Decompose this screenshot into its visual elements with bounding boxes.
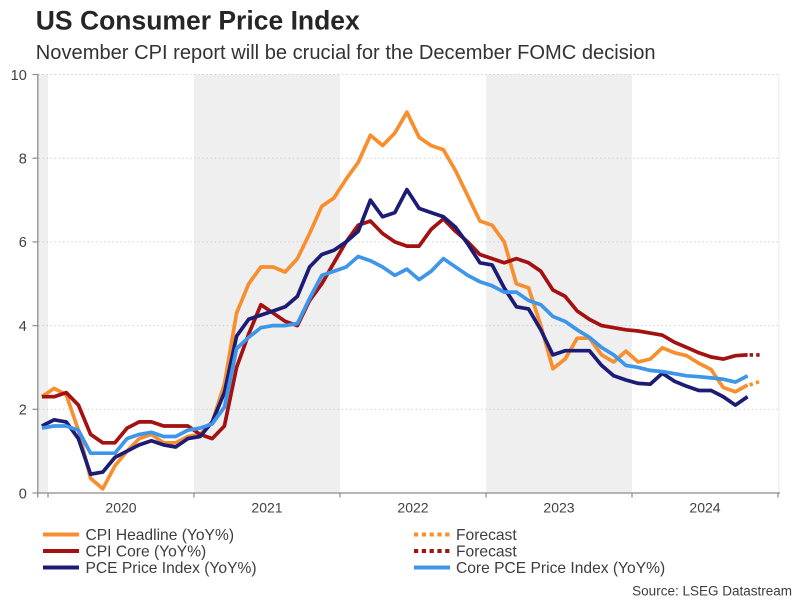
svg-text:8: 8 xyxy=(19,152,27,168)
svg-text:2021: 2021 xyxy=(251,500,282,516)
svg-text:Forecast: Forecast xyxy=(456,544,517,561)
svg-text:2023: 2023 xyxy=(543,500,574,516)
svg-text:Source: LSEG Datastream: Source: LSEG Datastream xyxy=(632,584,792,599)
svg-text:4: 4 xyxy=(19,319,27,335)
svg-text:2024: 2024 xyxy=(689,500,720,516)
svg-text:2020: 2020 xyxy=(105,500,136,516)
svg-text:10: 10 xyxy=(11,68,27,84)
svg-text:6: 6 xyxy=(19,235,27,251)
svg-text:PCE Price Index (YoY%): PCE Price Index (YoY%) xyxy=(86,560,257,577)
svg-text:CPI Headline (YoY%): CPI Headline (YoY%) xyxy=(86,527,235,544)
svg-text:2: 2 xyxy=(19,403,27,419)
svg-text:November CPI report will be cr: November CPI report will be crucial for … xyxy=(36,42,656,64)
svg-text:CPI Core (YoY%): CPI Core (YoY%) xyxy=(86,544,207,561)
svg-text:US Consumer Price Index: US Consumer Price Index xyxy=(36,6,360,36)
svg-text:Forecast: Forecast xyxy=(456,527,517,544)
svg-text:0: 0 xyxy=(19,486,27,502)
svg-text:2022: 2022 xyxy=(397,500,428,516)
svg-text:Core PCE Price Index (YoY%): Core PCE Price Index (YoY%) xyxy=(456,560,665,577)
